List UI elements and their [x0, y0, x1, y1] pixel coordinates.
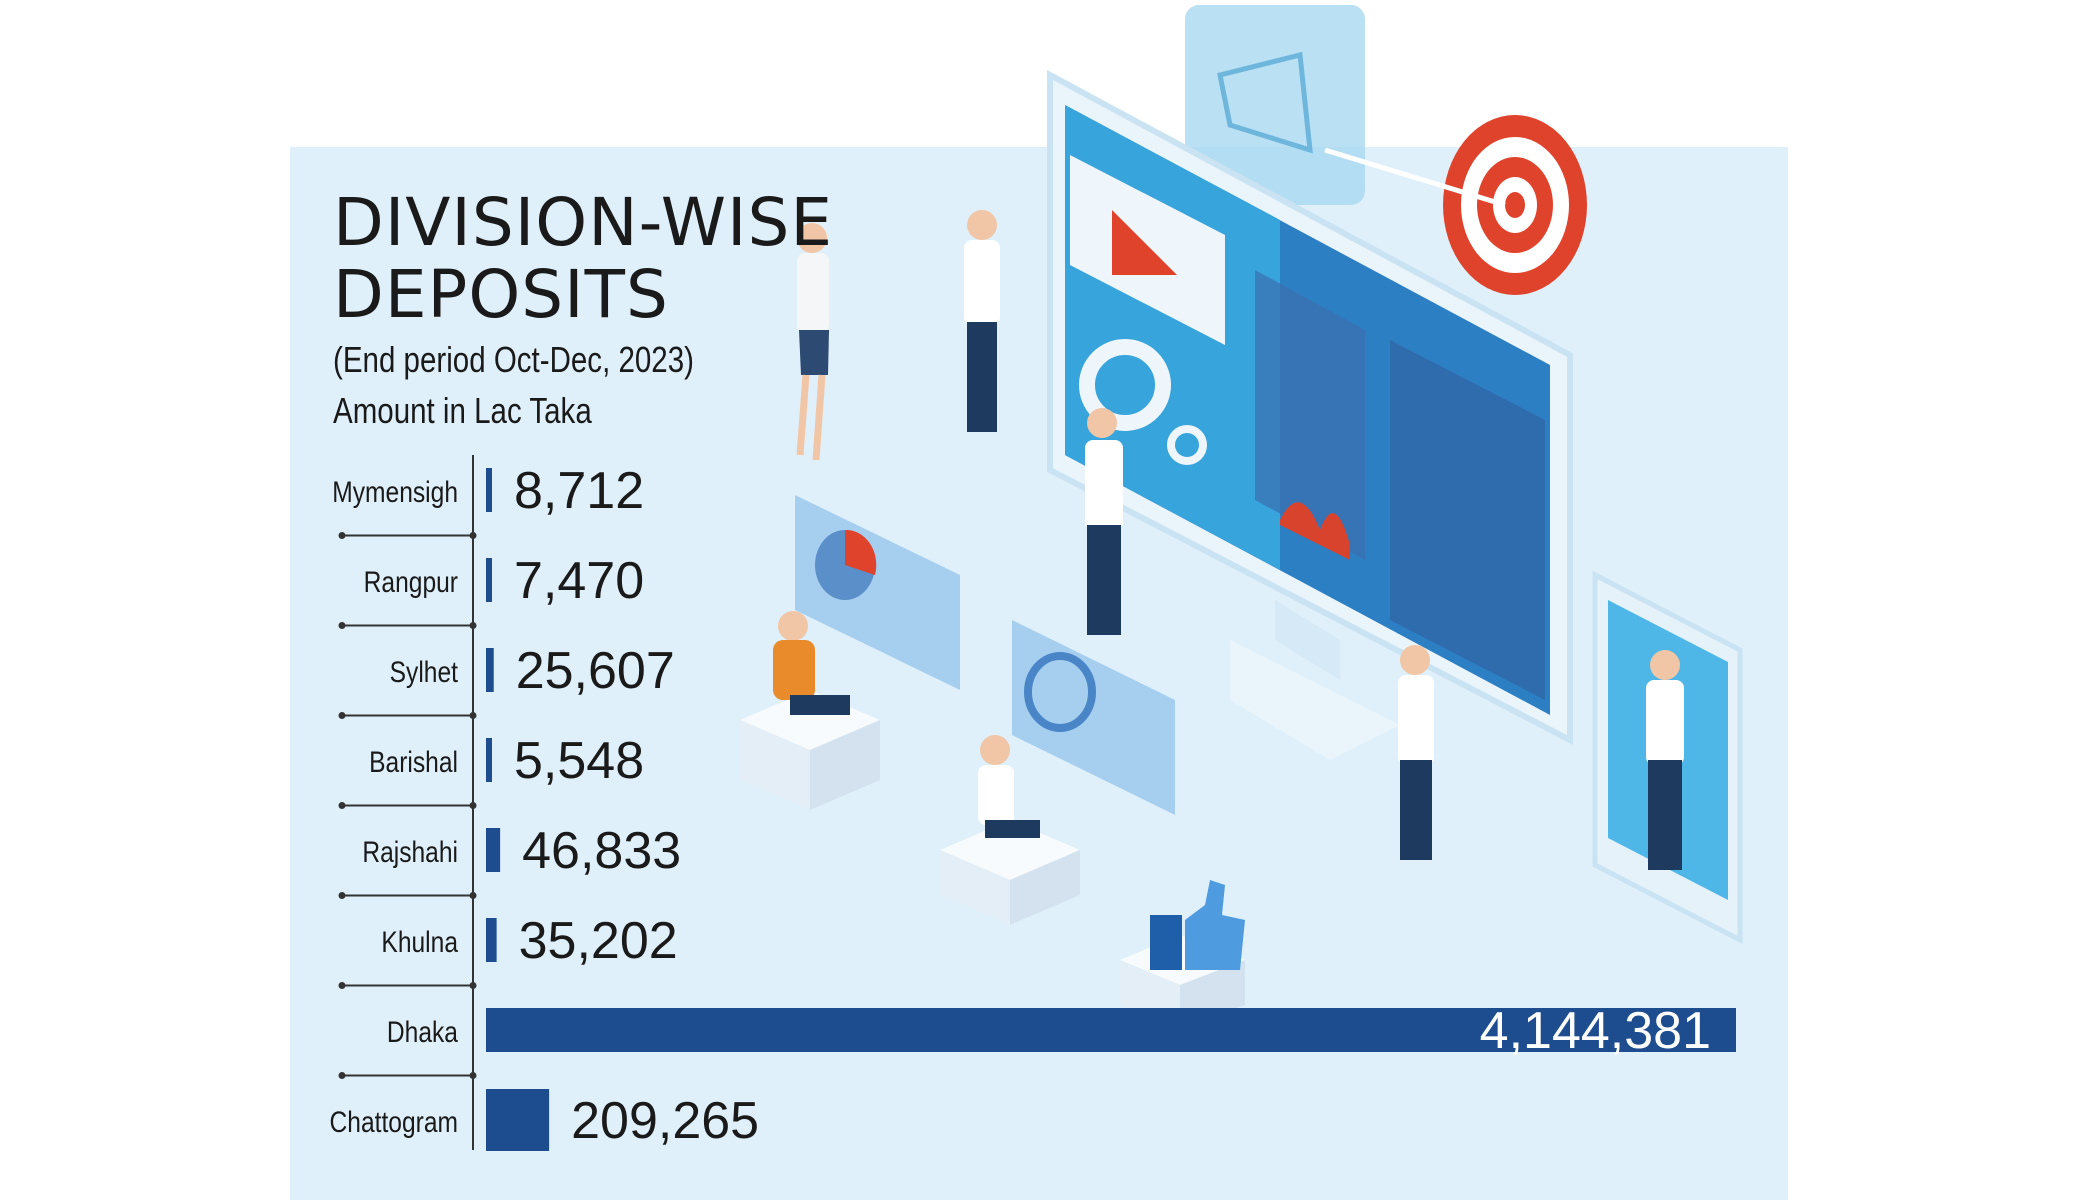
- gauge-card-icon: [1012, 620, 1175, 815]
- chart-title-line1: DIVISION-WISE: [333, 184, 834, 261]
- thumbs-up-icon: [1150, 880, 1245, 970]
- pie-chart-card-icon: [795, 495, 960, 690]
- megaphone-card-icon: [1185, 5, 1365, 205]
- target-icon: [1324, 115, 1587, 295]
- unit-note: Amount in Lac Taka: [333, 390, 592, 431]
- chart-subtitle: (End period Oct-Dec, 2023): [333, 339, 694, 380]
- seat-cubes: [740, 690, 1245, 1030]
- people-figures: [773, 210, 1684, 870]
- chart-title-line2: DEPOSITS: [333, 256, 669, 333]
- gear-icon: [1079, 339, 1207, 465]
